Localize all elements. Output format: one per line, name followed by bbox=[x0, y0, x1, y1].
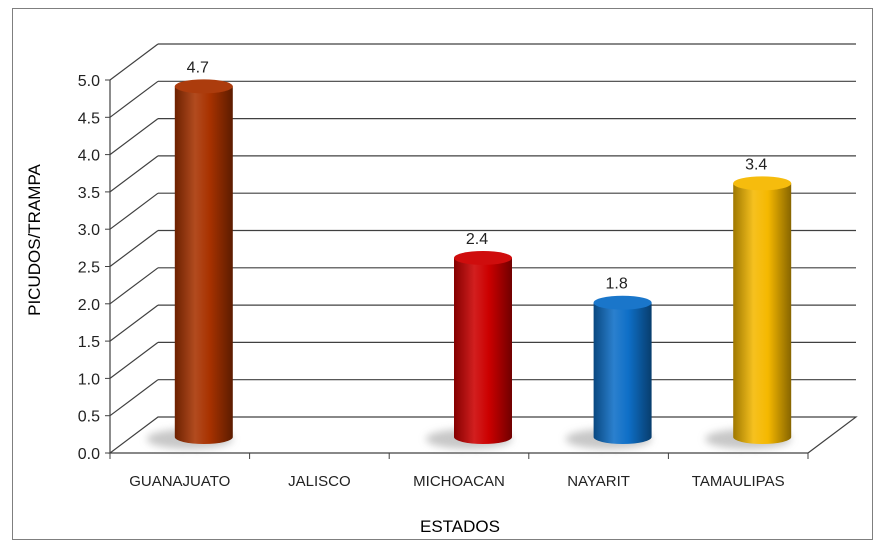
gridline-side bbox=[109, 230, 159, 267]
bars bbox=[146, 79, 792, 449]
y-tick-label: 4.5 bbox=[78, 110, 100, 127]
y-axis-title: PICUDOS/TRAMPA bbox=[25, 163, 44, 315]
x-tick-label: MICHOACAN bbox=[413, 473, 505, 490]
y-tick-label: 0.0 bbox=[78, 446, 100, 463]
bar-top bbox=[733, 176, 792, 191]
axes bbox=[105, 79, 858, 459]
gridline-side bbox=[109, 43, 159, 81]
data-label: 1.8 bbox=[605, 276, 627, 293]
y-tick-label: 1.0 bbox=[78, 371, 100, 388]
y-tick-label: 3.0 bbox=[78, 222, 100, 239]
data-label: 4.7 bbox=[187, 59, 209, 76]
bar bbox=[593, 302, 652, 444]
y-tick-label: 4.0 bbox=[78, 148, 100, 165]
x-tick-label: NAYARIT bbox=[567, 473, 630, 490]
bar bbox=[174, 86, 233, 444]
gridline-side bbox=[109, 379, 159, 417]
gridline-side bbox=[109, 267, 159, 305]
gridline-side bbox=[109, 192, 159, 230]
y-tick-label: 2.0 bbox=[78, 297, 100, 314]
bar bbox=[733, 183, 792, 445]
bar-top bbox=[593, 295, 652, 310]
x-tick-label: TAMAULIPAS bbox=[692, 473, 785, 490]
floor bbox=[108, 416, 858, 454]
bar bbox=[454, 257, 512, 444]
bar-top bbox=[174, 79, 233, 94]
y-tick-label: 3.5 bbox=[78, 185, 100, 202]
y-tick-label: 2.5 bbox=[78, 260, 100, 277]
y-tick-label: 1.5 bbox=[78, 334, 100, 351]
x-tick-label: JALISCO bbox=[288, 473, 351, 490]
x-axis-title: ESTADOS bbox=[420, 517, 500, 536]
gridline-side bbox=[109, 304, 159, 342]
data-label: 2.4 bbox=[466, 231, 488, 248]
data-labels: 4.7 2.4 1.8 3.4 bbox=[187, 59, 768, 292]
gridline-side bbox=[109, 80, 159, 118]
gridline-side bbox=[109, 341, 159, 379]
gridline-side bbox=[109, 118, 159, 156]
data-label: 3.4 bbox=[745, 156, 767, 173]
x-tick-label: GUANAJUATO bbox=[129, 473, 230, 490]
gridline-side bbox=[109, 155, 159, 193]
y-tick-label: 5.0 bbox=[78, 73, 100, 90]
y-tick-labels: 0.0 0.5 1.0 1.5 2.0 2.5 3.0 3.5 4.0 4.5 5.0 bbox=[78, 73, 100, 463]
y-tick-label: 0.5 bbox=[78, 409, 100, 426]
bar-top bbox=[454, 250, 512, 265]
x-tick-labels: GUANAJUATO JALISCO MICHOACAN NAYARIT TAMAULI… bbox=[129, 473, 784, 490]
